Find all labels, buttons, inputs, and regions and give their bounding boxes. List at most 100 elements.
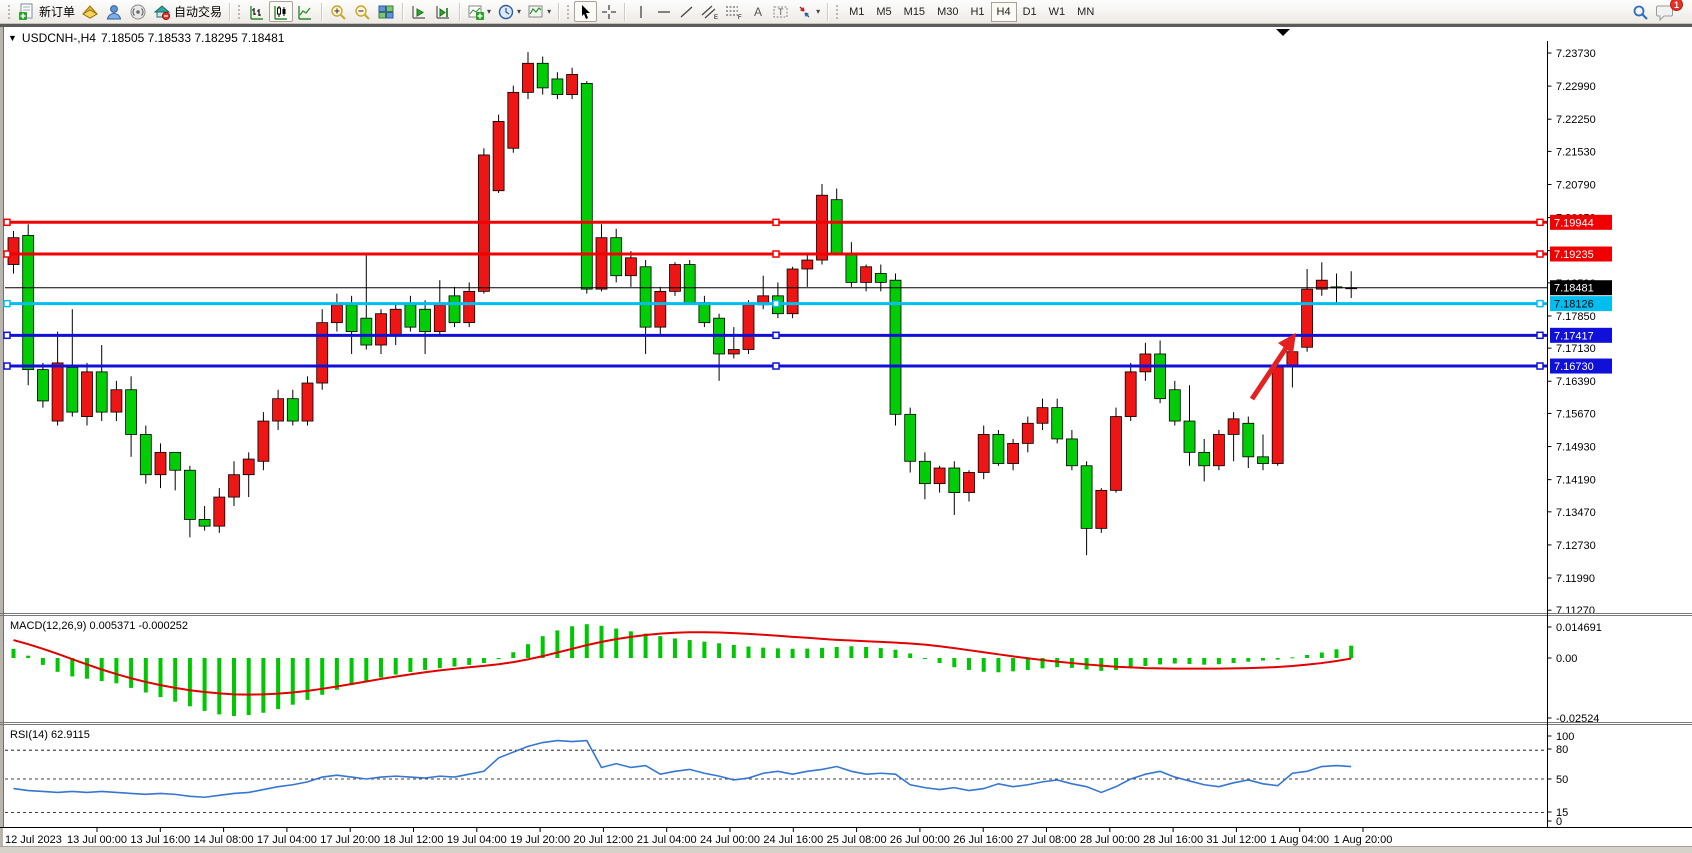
search-button[interactable] [1628, 1, 1652, 22]
hline-handle[interactable] [3, 331, 11, 340]
macd-histogram-bar [129, 658, 134, 688]
candle-body [492, 121, 505, 192]
equidistant-channel-icon: E [701, 5, 718, 20]
chart-canvas[interactable]: 7.237307.229907.222507.215307.207907.200… [0, 27, 1692, 853]
fibonacci-button[interactable]: F [722, 1, 746, 22]
periods-button[interactable]: ▾ [494, 1, 524, 22]
zoom-in-button[interactable] [326, 1, 350, 22]
vertical-line-button[interactable] [629, 1, 652, 22]
toolbar-grip[interactable] [566, 3, 572, 20]
chart-shift-button[interactable] [431, 1, 455, 22]
hline-handle[interactable] [1536, 362, 1544, 370]
equidistant-channel-button[interactable]: E [698, 1, 722, 22]
candle-body [919, 460, 931, 485]
arrow-annotation[interactable] [1249, 333, 1296, 401]
hline-handle[interactable] [1536, 218, 1544, 227]
svg-text:24 Jul 16:00: 24 Jul 16:00 [763, 834, 823, 846]
svg-text:A: A [754, 5, 762, 19]
hline-handle[interactable] [1536, 250, 1544, 258]
candlestick-chart-button[interactable] [269, 1, 294, 22]
hline-handle[interactable] [772, 331, 780, 340]
macd-histogram-bar [658, 636, 663, 658]
hline-handle[interactable] [3, 218, 11, 227]
line-chart-button[interactable] [293, 1, 317, 22]
arrows-button[interactable]: ▾ [793, 1, 823, 22]
svg-text:7.16730: 7.16730 [1554, 361, 1594, 373]
macd-histogram-bar [305, 658, 310, 700]
hline-handle[interactable] [3, 299, 11, 308]
zoom-out-button[interactable] [350, 1, 374, 22]
text-button[interactable]: A [746, 1, 769, 22]
timeframe-m5[interactable]: M5 [876, 5, 892, 18]
timeframe-h1[interactable]: H1 [970, 5, 985, 18]
timeframe-w1[interactable]: W1 [1048, 5, 1066, 18]
chart-ohlc-values: 7.18505 7.18533 7.18295 7.18481 [100, 31, 285, 45]
timeframe-h4[interactable]: H4 [990, 1, 1017, 22]
candle-body [904, 413, 917, 462]
hline-7.19944[interactable] [3, 218, 1548, 227]
symbol-dropdown-icon[interactable]: ▼ [8, 33, 17, 43]
zoom-in-icon [331, 4, 346, 20]
hline-handle[interactable] [3, 362, 11, 370]
crosshair-button[interactable] [597, 1, 620, 22]
signals-button[interactable] [126, 1, 150, 22]
svg-text:31 Jul 12:00: 31 Jul 12:00 [1206, 834, 1266, 846]
macd-histogram-bar [143, 658, 148, 693]
timeframe-d1[interactable]: D1 [1022, 5, 1037, 18]
text-label-button[interactable]: T [769, 1, 793, 22]
tile-windows-button[interactable] [374, 1, 398, 22]
candle-body [992, 434, 1005, 464]
candle-body [95, 371, 108, 413]
toolbar-grip[interactable] [237, 3, 243, 20]
timeframe-m1[interactable]: M1 [849, 5, 865, 18]
hline-7.17417[interactable] [3, 331, 1548, 340]
hline-handle[interactable] [772, 218, 780, 227]
market-watch-button[interactable] [78, 1, 102, 22]
hline-7.16730[interactable] [3, 362, 1548, 370]
indicators-button[interactable]: ▾ [464, 1, 494, 22]
hline-handle[interactable] [772, 250, 780, 258]
hline-handle[interactable] [1536, 331, 1544, 340]
toolbar-grip[interactable] [7, 3, 12, 20]
candle-body [522, 62, 534, 93]
hline-handle[interactable] [772, 299, 780, 308]
hline-7.19235[interactable] [3, 250, 1548, 258]
templates-button[interactable]: ▾ [524, 1, 554, 22]
candle-body [125, 389, 137, 435]
bar-chart-button[interactable] [245, 1, 269, 22]
horizontal-line-button[interactable] [652, 1, 675, 22]
auto-scroll-button[interactable] [407, 1, 431, 22]
chart-title[interactable]: ▼ USDCNH-,H4 7.18505 7.18533 7.18295 7.1… [8, 31, 284, 45]
auto-trading-button[interactable]: 自动交易 [150, 1, 225, 22]
chart-collapse-arrow-icon[interactable] [1276, 29, 1290, 36]
candle-body [154, 451, 167, 476]
macd-histogram-bar [1216, 658, 1221, 665]
candle-body [1301, 288, 1313, 348]
navigator-button[interactable] [102, 1, 126, 22]
hline-handle[interactable] [772, 362, 780, 370]
rsi-line [13, 739, 1352, 799]
timeframe-m15[interactable]: M15 [903, 5, 926, 18]
hline-handle[interactable] [1536, 299, 1544, 308]
hline-handle[interactable] [3, 250, 11, 258]
chart-symbol-period: USDCNH-,H4 [21, 31, 96, 45]
new-order-button[interactable]: 新订单 [15, 1, 78, 22]
cursor-button[interactable] [574, 1, 598, 22]
candle-body [183, 469, 196, 520]
hline-7.18126[interactable] [3, 299, 1548, 308]
macd-histogram-bar [187, 658, 192, 707]
macd-histogram-bar [1202, 658, 1207, 665]
svg-text:14 Jul 08:00: 14 Jul 08:00 [194, 834, 254, 846]
timeframe-m30[interactable]: M30 [937, 5, 959, 18]
toolbar-grip[interactable] [835, 3, 841, 20]
macd-histogram-bar [526, 644, 530, 658]
candle-series [7, 52, 1358, 556]
timeframe-group: M1 M5 M15 M30 H1 H4 D1 W1 MN [843, 1, 1100, 22]
trendline-button[interactable] [675, 1, 698, 22]
macd-histogram-bar [834, 646, 839, 658]
svg-text:15: 15 [1556, 807, 1568, 819]
macd-histogram-bar [437, 658, 442, 669]
candle-body [580, 83, 593, 290]
notifications-button[interactable]: 1 [1652, 0, 1683, 22]
timeframe-mn[interactable]: MN [1077, 5, 1095, 18]
